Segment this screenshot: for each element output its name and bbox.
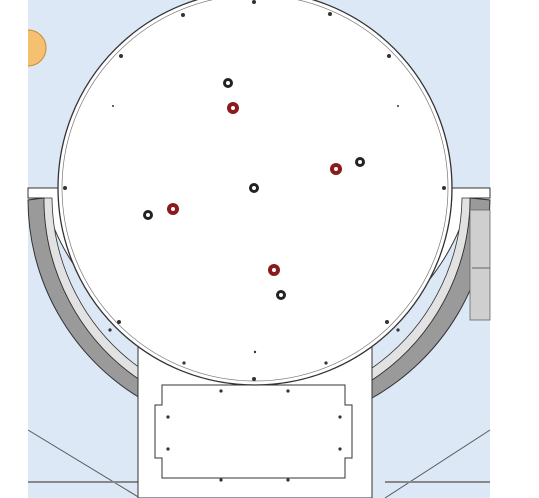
hole-center [279,293,283,297]
main-plate-inner-edge [61,0,449,382]
hole-center [334,167,338,171]
hole-center [226,81,230,85]
hole-center [231,106,235,110]
hole-center [358,160,362,164]
left-lower-panel [28,270,140,498]
hole-center [272,268,276,272]
hole-center [146,213,150,217]
hole-center [171,207,175,211]
right-block [469,209,491,321]
viewport-right-margin [490,0,539,498]
left-diagonal-line [27,429,141,498]
plate-holes [143,78,365,300]
hole-center [252,186,256,190]
perimeter-fasteners [63,0,446,482]
right-diagonal-line [384,429,491,498]
orange-marker-disc [28,29,47,67]
center-plate [154,384,353,479]
